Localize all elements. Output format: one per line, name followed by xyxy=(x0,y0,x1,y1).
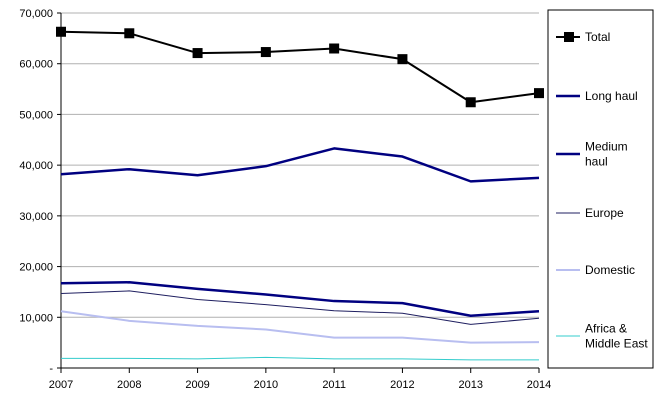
series-line xyxy=(60,290,540,325)
data-point xyxy=(260,47,271,58)
series-line xyxy=(61,356,539,361)
y-tick-label: 20,000 xyxy=(19,262,53,274)
data-point xyxy=(124,28,135,39)
x-tick-label: 2013 xyxy=(458,379,482,391)
x-tick-label: 2007 xyxy=(49,379,73,391)
y-tick-label: 30,000 xyxy=(19,211,53,223)
axes: - 10,000 20,000 30,000 40,000 50,000 60,000 70,… xyxy=(19,8,551,391)
data-point xyxy=(192,48,203,59)
x-tick-label: 2008 xyxy=(117,379,141,391)
y-tick-label: 40,000 xyxy=(19,160,53,172)
legend-marker xyxy=(564,32,574,42)
y-tick-label: - xyxy=(49,363,53,375)
legend-label: Long haul xyxy=(585,89,638,103)
x-tick-label: 2014 xyxy=(527,379,551,391)
series-line xyxy=(60,147,540,183)
legend-label: Europe xyxy=(585,206,624,220)
x-tick-label: 2011 xyxy=(322,379,346,391)
x-tick-label: 2010 xyxy=(254,379,278,391)
series-line xyxy=(60,30,540,104)
series-line xyxy=(60,310,540,344)
y-tick-label: 50,000 xyxy=(19,109,53,121)
data-point xyxy=(329,43,340,54)
gridlines xyxy=(61,12,539,318)
data-point xyxy=(465,97,476,108)
legend-box xyxy=(547,9,654,369)
y-tick-label: 60,000 xyxy=(19,59,53,71)
series-lines xyxy=(56,26,544,361)
legend-label: Medium xyxy=(585,140,628,154)
legend-label: Africa & xyxy=(585,322,627,336)
x-tick-label: 2012 xyxy=(390,379,414,391)
series-line xyxy=(60,281,540,318)
y-tick-label: 70,000 xyxy=(19,8,53,20)
legend-label: haul xyxy=(585,155,608,169)
legend-label: Total xyxy=(585,30,610,44)
data-point xyxy=(534,88,544,99)
x-tick-label: 2009 xyxy=(185,379,209,391)
legend-label: Middle East xyxy=(585,337,648,351)
data-point xyxy=(56,26,66,37)
data-point xyxy=(397,54,408,65)
y-tick-label: 10,000 xyxy=(19,312,53,324)
legend-label: Domestic xyxy=(585,263,635,277)
